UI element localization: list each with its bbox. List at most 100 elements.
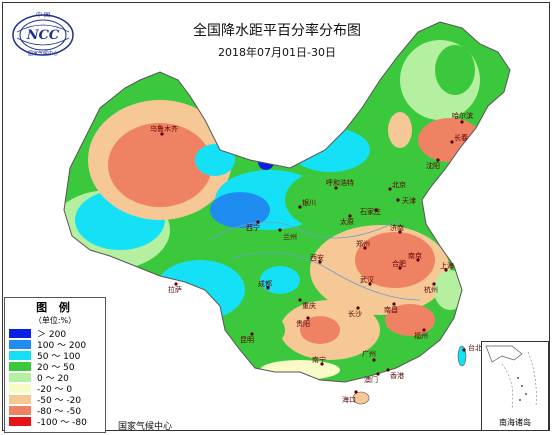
city-marker — [444, 268, 448, 272]
ncc-logo: 中 国 NCC 国家气候中心 — [12, 11, 74, 57]
city-label: 西宁 — [246, 223, 260, 232]
logo-top-text: 中 国 — [36, 11, 50, 19]
river-yellow — [209, 219, 401, 241]
legend-item: 50 ～ 100 — [9, 350, 105, 362]
city-marker — [462, 348, 466, 352]
city-marker — [398, 230, 402, 234]
city-label: 济南 — [390, 223, 404, 232]
footer-credit: 国家气候中心 — [118, 422, 173, 432]
city-marker — [356, 306, 360, 310]
city-marker — [460, 120, 464, 124]
city-marker — [250, 332, 254, 336]
city-label: 天津 — [402, 197, 416, 205]
map-frame — [2, 2, 550, 431]
legend-swatch — [9, 373, 31, 382]
legend-swatch — [9, 417, 31, 426]
inset-caption: 南海诸岛 — [499, 418, 531, 427]
legend-label: -20 ～ 0 — [37, 385, 73, 395]
city-label: 贵阳 — [296, 319, 310, 328]
city-marker — [388, 187, 392, 191]
legend-item: -50 ～ -20 — [9, 394, 105, 406]
city-label: 南宁 — [312, 355, 326, 364]
legend-label: 50 ～ 100 — [37, 352, 81, 362]
legend-item: ＞ 200 — [9, 328, 105, 340]
city-marker — [174, 282, 178, 286]
city-label: 长沙 — [348, 309, 362, 318]
city-marker — [334, 186, 338, 190]
legend-label: 100 ～ 200 — [37, 341, 87, 351]
legend-swatch — [9, 384, 31, 393]
city-label: 重庆 — [302, 301, 316, 310]
legend-swatch — [9, 395, 31, 404]
legend-item: -80 ～ -50 — [9, 405, 105, 417]
city-labels: 乌鲁木齐 呼和浩特 北京 天津 石家庄 太原 银川 西宁 兰州 拉萨 成都 重庆… — [150, 111, 482, 404]
legend-label: -100 ～ -80 — [37, 418, 87, 428]
city-label: 台北 — [468, 343, 482, 352]
city-label: 香港 — [390, 371, 404, 380]
map-date-range: 2018年07月01日-30日 — [218, 46, 336, 59]
city-marker — [376, 372, 380, 376]
city-label: 南京 — [408, 251, 422, 260]
city-label: 兰州 — [283, 232, 297, 241]
city-label: 西安 — [310, 253, 324, 262]
city-marker — [450, 140, 454, 144]
city-marker — [396, 198, 400, 202]
hainan-island — [352, 391, 370, 405]
legend-label: -50 ～ -20 — [37, 396, 82, 406]
city-marker — [318, 260, 322, 264]
city-marker — [432, 282, 436, 286]
city-label: 郑州 — [356, 240, 370, 248]
city-marker — [348, 214, 352, 218]
legend-unit: （单位:%） — [33, 316, 77, 325]
legend-swatch — [9, 362, 31, 371]
china-outline — [63, 21, 511, 383]
city-marker — [368, 282, 372, 286]
city-label: 乌鲁木齐 — [150, 124, 178, 133]
city-label: 杭州 — [424, 285, 438, 294]
legend-label: 20 ～ 50 — [37, 363, 75, 373]
legend-item: -20 ～ 0 — [9, 383, 105, 395]
city-label: 广州 — [362, 349, 376, 358]
city-label: 武汉 — [360, 275, 374, 284]
river-yangtze — [229, 251, 421, 301]
south-china-sea-inset: 南海诸岛 — [481, 341, 549, 431]
city-marker — [256, 220, 260, 224]
inset-map — [485, 345, 537, 409]
city-label: 石家庄 — [360, 207, 381, 216]
logo-text: NCC — [26, 28, 60, 43]
city-marker — [436, 158, 440, 162]
city-label: 海口 — [342, 395, 356, 404]
legend-swatch — [9, 351, 31, 360]
legend-label: 0 ～ 20 — [37, 374, 69, 384]
city-label: 昆明 — [240, 336, 254, 344]
legend-swatch — [9, 329, 31, 338]
city-marker — [422, 328, 426, 332]
city-marker — [392, 302, 396, 306]
city-marker — [374, 208, 378, 212]
city-marker — [320, 362, 324, 366]
city-label: 呼和浩特 — [326, 178, 354, 187]
city-label: 成都 — [258, 279, 272, 288]
city-marker — [386, 368, 390, 372]
city-marker — [416, 258, 420, 262]
city-marker — [266, 286, 270, 290]
map-title: 全国降水距平百分率分布图 — [193, 23, 361, 39]
city-label: 哈尔滨 — [452, 111, 473, 120]
city-label: 上海 — [440, 261, 454, 270]
city-marker — [160, 132, 164, 136]
city-label: 银川 — [302, 198, 316, 207]
city-label: 长春 — [454, 133, 468, 142]
city-label: 拉萨 — [168, 285, 182, 294]
city-label: 福州 — [414, 331, 428, 340]
city-label: 太原 — [340, 217, 354, 226]
legend-item: 20 ～ 50 — [9, 361, 105, 373]
legend-swatch — [9, 406, 31, 415]
city-marker — [363, 246, 367, 250]
city-label: 合肥 — [392, 259, 406, 268]
legend-item: -100 ～ -80 — [9, 416, 105, 428]
city-label: 澳门 — [364, 375, 378, 384]
city-label: 北京 — [392, 180, 406, 189]
city-marker — [298, 205, 302, 209]
legend-title: 图 例 — [36, 301, 74, 314]
